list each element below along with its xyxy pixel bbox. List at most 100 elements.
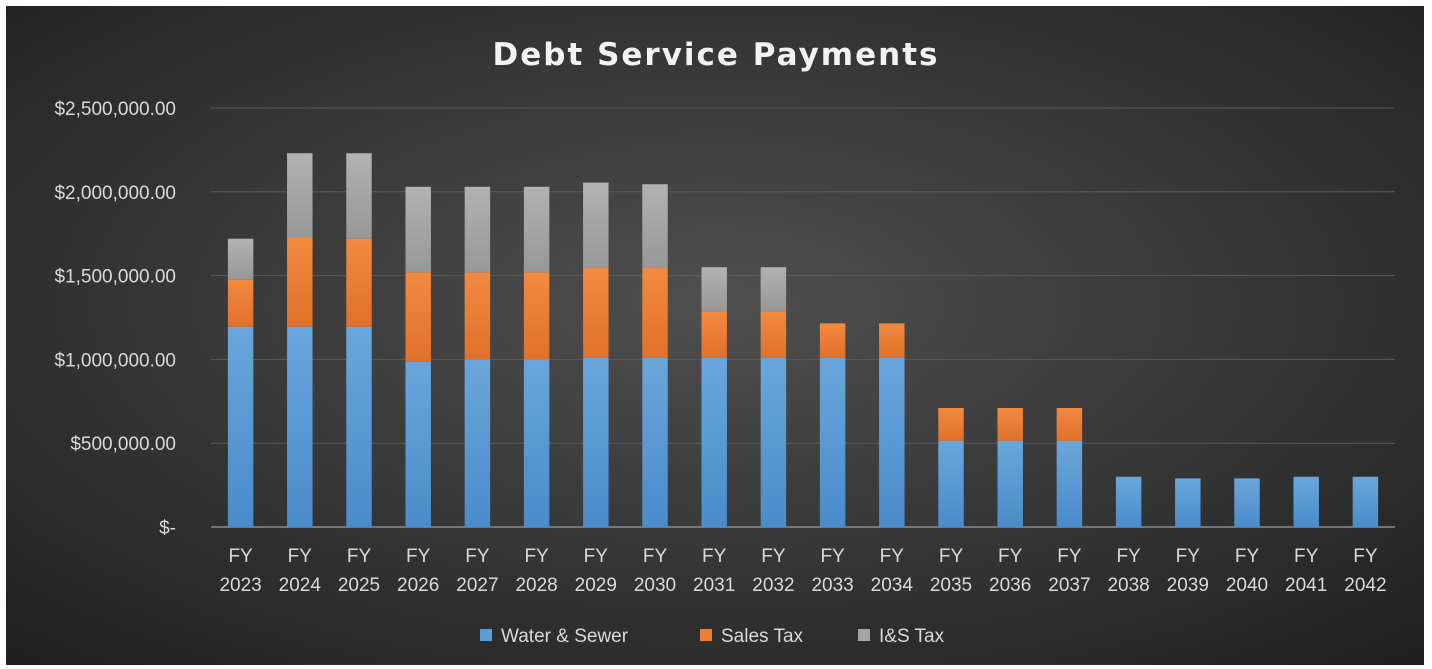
x-tick-label: FY [1057, 546, 1082, 567]
bar-segment-water-sewer [405, 361, 431, 527]
bar-segment-water-sewer [227, 326, 254, 527]
bar-segment-water-sewer [879, 357, 905, 527]
bar-segment-water-sewer [1234, 478, 1260, 527]
legend-swatch [858, 629, 870, 641]
bar-segment-water-sewer [1175, 478, 1201, 527]
y-tick-label: $- [159, 518, 176, 539]
bar-segment-water-sewer [287, 326, 313, 527]
x-tick-label: FY [465, 546, 490, 567]
x-tick-label: 2031 [693, 575, 735, 596]
bar-segment-i-s-tax [227, 238, 254, 280]
bar-segment-i-s-tax [287, 153, 313, 238]
bar-segment-sales-tax [997, 408, 1023, 441]
bar-segment-sales-tax [879, 323, 905, 358]
legend-label: I&S Tax [879, 626, 945, 647]
x-tick-label: FY [880, 546, 905, 567]
x-tick-label: FY [1176, 546, 1201, 567]
x-tick-label: 2037 [1048, 575, 1090, 596]
bar-segment-sales-tax [819, 323, 846, 358]
x-axis-tick-labels: FY 2023 FY 2024 FY 2025 FY 2026 FY 2027 FY 2028 FY 20… [219, 546, 1386, 596]
x-tick-label: FY [406, 546, 431, 567]
x-tick-label: FY [524, 546, 549, 567]
bar-segment-sales-tax [1056, 408, 1083, 441]
legend: Water & Sewer Sales Tax I&S Tax [480, 626, 945, 647]
x-tick-label: FY [939, 546, 964, 567]
x-tick-label: FY [1235, 546, 1260, 567]
x-tick-label: 2034 [871, 575, 914, 596]
x-tick-label: FY [761, 546, 786, 567]
x-tick-label: 2038 [1107, 575, 1149, 596]
x-tick-label: FY [1353, 546, 1378, 567]
x-tick-label: FY [228, 546, 253, 567]
bar-segment-water-sewer [997, 440, 1023, 527]
chart-title: Debt Service Payments [493, 37, 940, 73]
legend-swatch [480, 629, 492, 641]
x-tick-label: FY [998, 546, 1023, 567]
bar-segment-i-s-tax [701, 267, 727, 312]
bar-segment-water-sewer [642, 357, 668, 527]
y-tick-label: $500,000.00 [70, 434, 176, 455]
bar-segment-i-s-tax [346, 153, 372, 239]
bar-segment-water-sewer [523, 359, 550, 527]
bar-segment-i-s-tax [405, 186, 431, 273]
x-tick-label: FY [702, 546, 727, 567]
y-axis-tick-labels: $- $500,000.00 $1,000,000.00 $1,500,000.00 $… [54, 99, 176, 539]
bar-segment-i-s-tax [760, 267, 787, 312]
x-tick-label: 2025 [338, 575, 380, 596]
bar-segment-water-sewer [583, 357, 609, 527]
bar-segment-water-sewer [346, 326, 372, 527]
bar-segment-sales-tax [464, 272, 491, 360]
x-tick-label: 2030 [634, 575, 676, 596]
x-tick-label: FY [820, 546, 845, 567]
x-tick-label: 2029 [575, 575, 617, 596]
bar-segment-water-sewer [1293, 476, 1319, 527]
y-tick-label: $1,500,000.00 [54, 267, 176, 288]
x-tick-label: 2042 [1344, 575, 1386, 596]
x-tick-label: FY [1116, 546, 1141, 567]
y-tick-label: $2,500,000.00 [54, 99, 176, 120]
bar-segment-i-s-tax [642, 184, 668, 269]
bar-segment-sales-tax [405, 272, 431, 362]
legend-label: Water & Sewer [501, 626, 629, 647]
bars [227, 153, 1379, 527]
bar-segment-water-sewer [701, 357, 727, 527]
bar-segment-sales-tax [346, 238, 372, 327]
x-tick-label: FY [1294, 546, 1319, 567]
bar-segment-water-sewer [760, 357, 787, 527]
x-tick-label: 2023 [219, 575, 261, 596]
bar-segment-sales-tax [523, 272, 550, 360]
x-tick-label: 2041 [1285, 575, 1327, 596]
bar-segment-sales-tax [642, 268, 668, 358]
legend-swatch [700, 629, 712, 641]
x-tick-label: 2036 [989, 575, 1031, 596]
x-tick-label: 2035 [930, 575, 972, 596]
bar-segment-water-sewer [1115, 476, 1142, 527]
bar-segment-water-sewer [1352, 476, 1379, 527]
bar-segment-i-s-tax [583, 182, 609, 269]
x-tick-label: 2027 [456, 575, 498, 596]
x-tick-label: FY [584, 546, 609, 567]
bar-segment-sales-tax [287, 237, 313, 327]
y-tick-label: $2,000,000.00 [54, 183, 176, 204]
x-tick-label: FY [643, 546, 668, 567]
x-tick-label: 2032 [752, 575, 794, 596]
bar-segment-i-s-tax [523, 186, 550, 273]
bar-segment-water-sewer [464, 359, 491, 527]
bar-segment-water-sewer [819, 357, 846, 527]
x-tick-label: 2024 [279, 575, 322, 596]
bar-segment-water-sewer [938, 440, 964, 527]
bar-segment-sales-tax [701, 311, 727, 358]
legend-label: Sales Tax [721, 626, 804, 647]
bar-segment-sales-tax [583, 268, 609, 358]
x-tick-label: 2028 [515, 575, 557, 596]
x-tick-label: 2039 [1167, 575, 1209, 596]
bar-segment-sales-tax [760, 311, 787, 358]
x-tick-label: FY [288, 546, 313, 567]
x-tick-label: 2040 [1226, 575, 1268, 596]
bar-segment-sales-tax [938, 408, 964, 441]
bar-segment-sales-tax [227, 279, 254, 327]
bar-segment-i-s-tax [464, 186, 491, 273]
bar-segment-water-sewer [1056, 440, 1083, 527]
